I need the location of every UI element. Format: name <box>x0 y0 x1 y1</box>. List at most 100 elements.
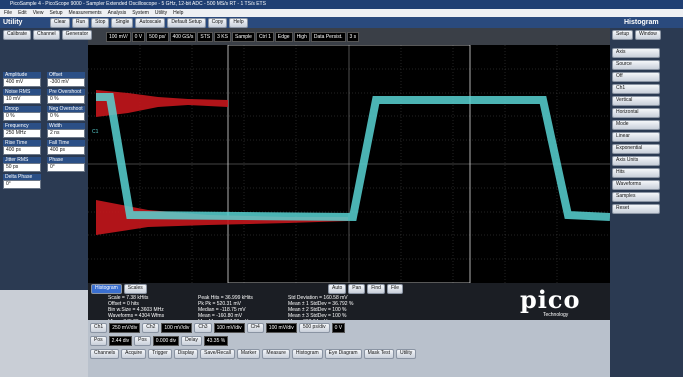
field-value[interactable]: 0 % <box>47 112 85 121</box>
position-control[interactable]: 0.000 div <box>152 336 180 346</box>
menu-button[interactable]: Acquire <box>121 349 147 359</box>
menu-item[interactable]: System <box>132 10 149 16</box>
menu-item[interactable]: Measurements <box>68 10 102 16</box>
channel-control[interactable]: 100 mV/div <box>265 323 297 333</box>
left-panel: Calibrate Channel Generator Amplitude 400 mV… <box>0 28 93 290</box>
view-button[interactable]: Find <box>367 284 385 294</box>
view-button[interactable]: Auto <box>328 284 347 294</box>
right-item[interactable]: Off <box>612 72 660 82</box>
field-value[interactable]: 0° <box>3 180 41 189</box>
info-box[interactable]: Edge <box>274 31 293 42</box>
menu-button[interactable]: Eye Diagram <box>324 349 362 359</box>
info-box[interactable]: 400 GS/s <box>169 31 197 42</box>
field-value[interactable]: 50 ps <box>3 163 41 172</box>
right-item[interactable]: Vertical <box>612 96 660 106</box>
toolbar-button[interactable]: Single <box>111 17 134 28</box>
info-box[interactable]: High <box>293 31 310 42</box>
menu-item[interactable]: Edit <box>18 10 27 16</box>
channel-control[interactable]: 100 mV/div <box>161 323 193 333</box>
field: Neg Overshoot 0 % <box>47 106 85 121</box>
field-value[interactable]: -300 mV <box>47 78 85 87</box>
info-box[interactable]: 100 mV/ <box>106 31 131 42</box>
position-control[interactable]: Pos <box>134 336 151 346</box>
menu-button[interactable]: Display <box>173 349 199 359</box>
tab[interactable]: Generator <box>61 30 93 40</box>
right-item[interactable]: Ch1 <box>612 84 660 94</box>
tab[interactable]: Channel <box>33 30 60 40</box>
info-box[interactable]: 500 ps/ <box>146 31 169 42</box>
field-value[interactable]: 250 MHz <box>3 129 41 138</box>
menu-item[interactable]: Help <box>173 10 184 16</box>
toolbar-button[interactable]: Clear <box>50 17 70 28</box>
field-value[interactable]: 400 mV <box>3 78 41 87</box>
field-value[interactable]: 0 % <box>47 95 85 104</box>
position-control[interactable]: 2.44 div <box>108 336 133 346</box>
menu-button[interactable]: Marker <box>236 349 261 359</box>
info-box[interactable]: Sample <box>231 31 255 42</box>
channel-control[interactable]: Ch2 <box>142 323 160 333</box>
toolbar-button[interactable]: Autoscale <box>135 17 166 28</box>
field-value[interactable]: 10 mV <box>3 95 41 104</box>
right-item[interactable]: Horizontal <box>612 108 660 118</box>
field-label: Phase <box>47 157 85 163</box>
histogram-window <box>227 45 471 283</box>
channel-control[interactable]: 500 ps/div <box>298 323 330 333</box>
view-button[interactable]: Pan <box>348 284 366 294</box>
position-control[interactable]: 43.35 % <box>203 336 229 346</box>
channel-control[interactable]: Ch1 <box>90 323 108 333</box>
view-button[interactable]: File <box>386 284 403 294</box>
position-control[interactable]: Pos <box>90 336 107 346</box>
channel-control[interactable]: 250 mV/div <box>109 323 141 333</box>
channel-control[interactable]: Ch4 <box>246 323 264 333</box>
info-box[interactable]: 0 V <box>131 31 146 42</box>
toolbar-button[interactable]: Stop <box>91 17 110 28</box>
field: Pre Overshoot 0 % <box>47 89 85 104</box>
menu-button[interactable]: Histogram <box>291 349 323 359</box>
right-item[interactable]: Mode <box>612 120 660 130</box>
channel-control[interactable]: 100 mV/div <box>213 323 245 333</box>
stats-tab[interactable]: Histogram <box>91 284 122 294</box>
right-item[interactable]: Source <box>612 60 660 70</box>
field: Phase 0° <box>47 157 85 172</box>
info-box[interactable]: Ctrl 1 <box>255 31 274 42</box>
right-item[interactable]: Waveforms <box>612 180 660 190</box>
tab[interactable]: Calibrate <box>3 30 32 40</box>
position-control[interactable]: Delay <box>181 336 202 346</box>
tab[interactable]: Setup <box>612 30 634 40</box>
right-item[interactable]: Hits <box>612 168 660 178</box>
right-item[interactable]: Linear <box>612 132 660 142</box>
right-item[interactable]: Exponential <box>612 144 660 154</box>
menu-item[interactable]: View <box>32 10 44 16</box>
toolbar-button[interactable]: Copy <box>207 17 228 28</box>
menu-button[interactable]: Trigger <box>148 349 172 359</box>
info-box[interactable]: STS <box>197 31 214 42</box>
field-value[interactable]: 400 ps <box>47 146 85 155</box>
field-value[interactable]: 400 ps <box>3 146 41 155</box>
menu-item[interactable]: Utility <box>154 10 168 16</box>
menu-button[interactable]: Channels <box>90 349 120 359</box>
right-item[interactable]: Axis Units <box>612 156 660 166</box>
toolbar-button[interactable]: Run <box>71 17 90 28</box>
menu-button[interactable]: Save/Recall <box>200 349 235 359</box>
field-value[interactable]: 2 ns <box>47 129 85 138</box>
menu-button[interactable]: Mask Test <box>363 349 394 359</box>
menu-item[interactable]: File <box>4 10 13 16</box>
menu-button[interactable]: Utility <box>395 349 417 359</box>
channel-control[interactable]: 0 V <box>331 323 346 333</box>
menu-item[interactable]: Setup <box>49 10 63 16</box>
right-item[interactable]: Reset <box>612 204 660 214</box>
info-box[interactable]: 3 s <box>346 31 360 42</box>
tab[interactable]: Window <box>635 30 661 40</box>
info-box[interactable]: 3 KS <box>214 31 231 42</box>
channel-control[interactable]: Ch3 <box>194 323 212 333</box>
info-box[interactable]: Data Persist. <box>310 31 346 42</box>
menu-item[interactable]: Analysis <box>107 10 127 16</box>
toolbar-button[interactable]: Default Setup <box>167 17 206 28</box>
right-item[interactable]: Samples <box>612 192 660 202</box>
right-item[interactable]: Axis <box>612 48 660 58</box>
stats-tab[interactable]: Scales <box>123 284 147 294</box>
toolbar-button[interactable]: Help <box>229 17 248 28</box>
menu-button[interactable]: Measure <box>262 349 290 359</box>
field-value[interactable]: 0° <box>47 163 85 172</box>
field-value[interactable]: 0 % <box>3 112 41 121</box>
